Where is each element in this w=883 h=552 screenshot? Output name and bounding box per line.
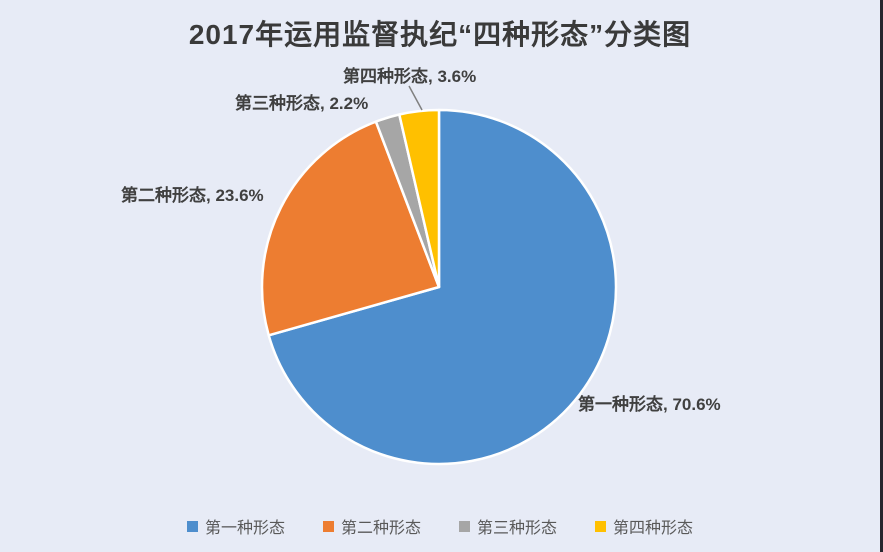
legend-label: 第四种形态 [613, 520, 694, 537]
legend-swatch-icon [595, 520, 607, 532]
window-edge-line [880, 0, 883, 552]
pie-slice-2 [260, 120, 441, 337]
legend-swatch-icon [186, 520, 198, 532]
pie-slice-1 [267, 108, 618, 466]
leader-line-fourth-form-icon [408, 85, 423, 111]
legend-item-1: 第一种形态 [186, 514, 285, 538]
legend-swatch-icon [459, 520, 470, 532]
legend-item-2: 第二种形态 [322, 514, 421, 538]
legend-item-3: 第三种形态 [459, 514, 557, 538]
data-label-second-form: 第二种形态, 23.6% [121, 186, 264, 205]
legend-label: 第三种形态 [477, 520, 558, 537]
data-label-fourth-form: 第四种形态, 3.6% [343, 67, 477, 86]
data-label-third-form: 第三种形态, 2.2% [235, 94, 369, 113]
data-label-first-form: 第一种形态, 70.6% [578, 395, 721, 414]
legend: 第一种形态 第二种形态 第三种形态 第四种形态 [0, 514, 880, 538]
legend-item-4: 第四种形态 [595, 514, 693, 538]
legend-label: 第一种形态 [204, 520, 285, 537]
legend-swatch-icon [322, 520, 334, 532]
pie-slice-4 [398, 108, 441, 289]
chart-title: 2017年运用监督执纪“四种形态”分类图 [188, 19, 692, 50]
legend-label: 第二种形态 [340, 520, 421, 537]
pie-slices [260, 108, 618, 466]
